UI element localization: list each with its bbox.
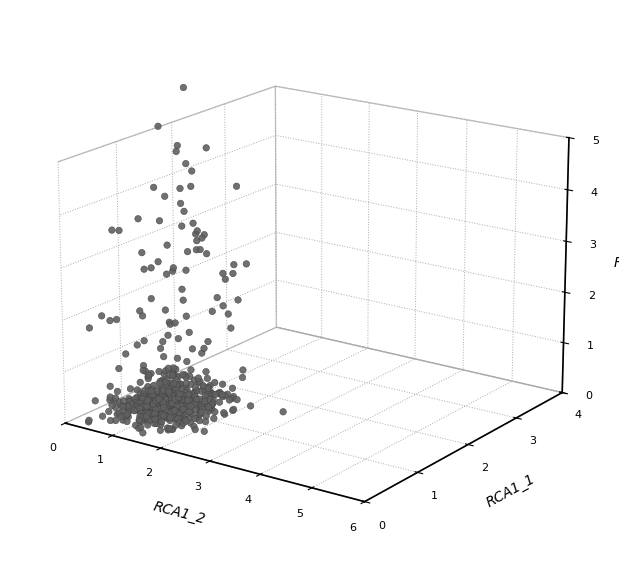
Y-axis label: RCA1_1: RCA1_1 [484,472,537,510]
X-axis label: RCA1_2: RCA1_2 [152,499,207,526]
